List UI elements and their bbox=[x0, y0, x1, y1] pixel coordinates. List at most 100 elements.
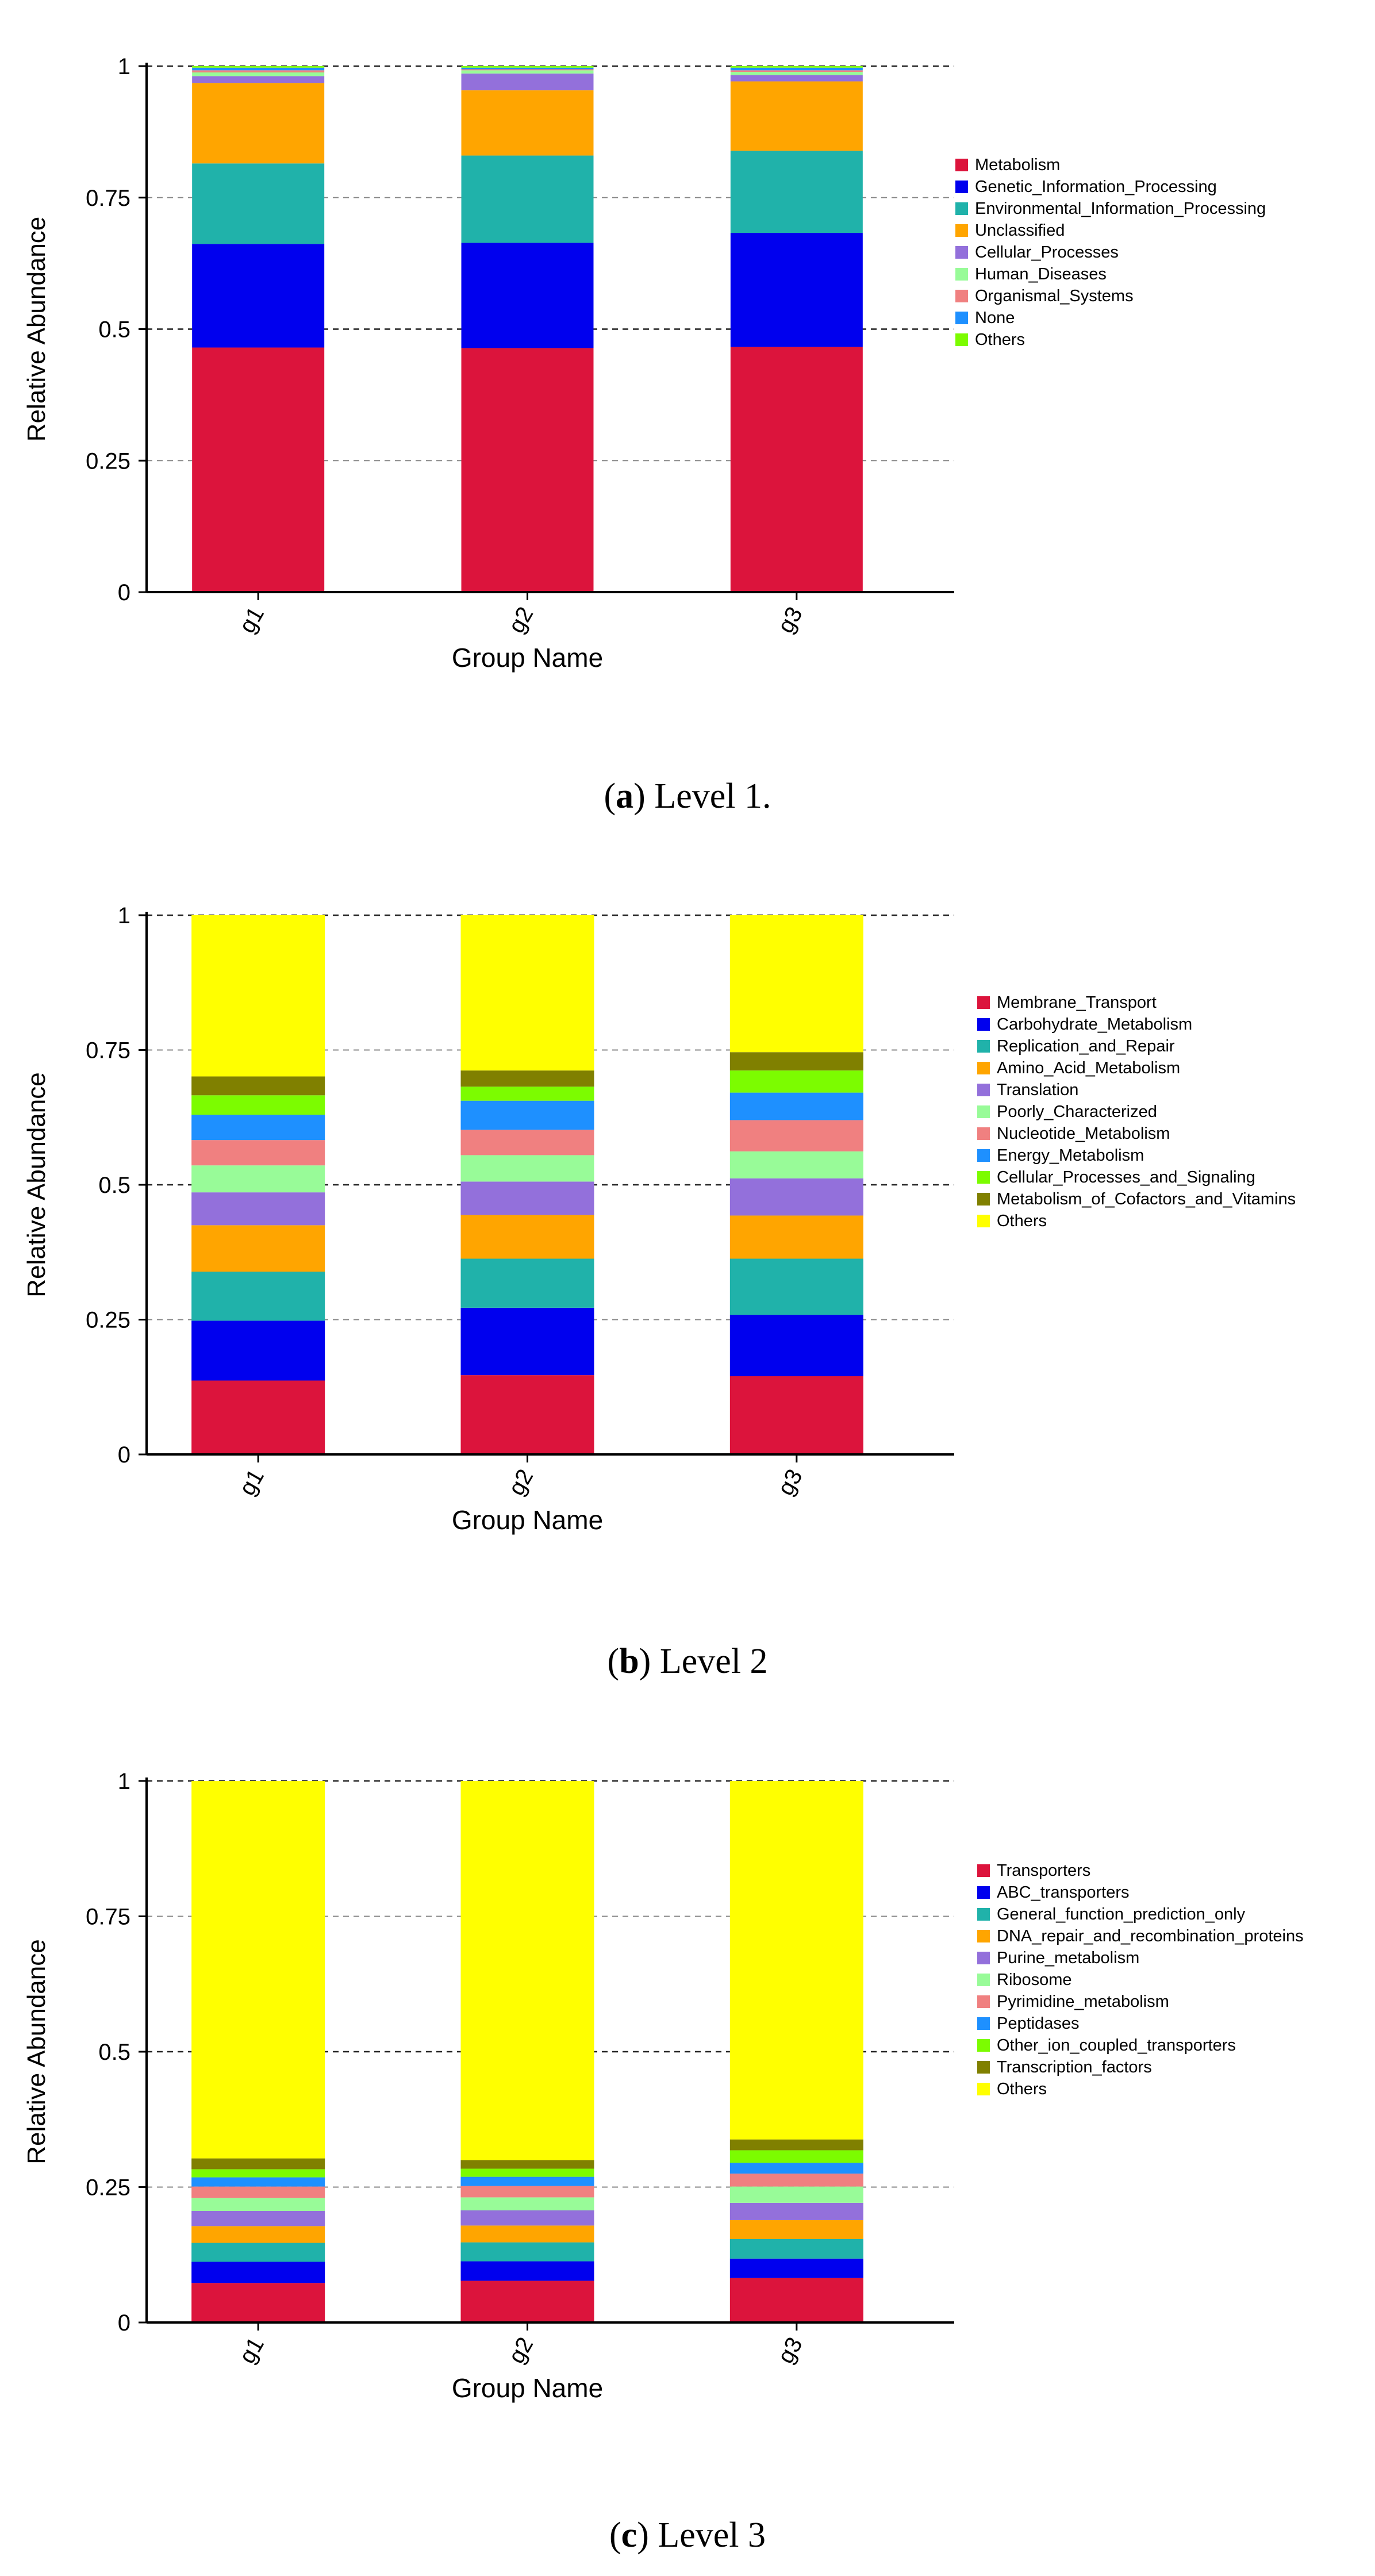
y-tick-label: 0.25 bbox=[86, 1308, 130, 1333]
legend-label: Replication_and_Repair bbox=[997, 1037, 1175, 1055]
bar-segment bbox=[460, 1375, 594, 1454]
caption-level-2: (b) Level 2 bbox=[607, 1642, 768, 1681]
x-tick-label: g1 bbox=[235, 2333, 269, 2368]
bar-segment bbox=[729, 915, 863, 1053]
legend-swatch bbox=[977, 1193, 990, 1206]
y-tick-label: 0.25 bbox=[86, 448, 130, 474]
legend-swatch bbox=[977, 1215, 990, 1227]
bar-segment bbox=[461, 243, 594, 348]
legend-swatch bbox=[955, 224, 968, 237]
y-tick-label: 0.5 bbox=[98, 2040, 130, 2065]
legend-label: Others bbox=[997, 1212, 1047, 1230]
bar-segment bbox=[191, 2243, 325, 2262]
caption-level-3: (c) Level 3 bbox=[609, 2516, 766, 2555]
legend-swatch bbox=[977, 2039, 990, 2052]
bar-segment bbox=[191, 2210, 325, 2226]
legend-label: Amino_Acid_Metabolism bbox=[997, 1059, 1180, 1077]
legend-label: Membrane_Transport bbox=[997, 993, 1157, 1012]
legend-label: Genetic_Information_Processing bbox=[975, 178, 1217, 196]
bar-segment bbox=[730, 72, 863, 75]
legend-swatch bbox=[955, 312, 968, 324]
caption-text: Level 2 bbox=[659, 1642, 768, 1681]
bar-segment bbox=[460, 1781, 594, 2160]
x-axis-title: Group Name bbox=[452, 2373, 603, 2403]
legend-swatch bbox=[977, 2061, 990, 2074]
bar-segment bbox=[191, 1781, 325, 2159]
legend-swatch bbox=[977, 1952, 990, 1964]
stacked-bar-chart-level-3: 0 0.25 0.5 0.75 1 g1 g2 g3 Relative Abundance Gro… bbox=[22, 1769, 1304, 2403]
bar-segment bbox=[461, 67, 594, 70]
bar-segment bbox=[730, 233, 863, 347]
legend-swatch bbox=[955, 290, 968, 302]
x-tick-label: g2 bbox=[504, 2333, 538, 2368]
bar-segment bbox=[460, 1181, 594, 1215]
bar-segment bbox=[191, 915, 325, 1077]
x-tick-label: g1 bbox=[235, 1465, 269, 1500]
legend-label: Unclassified bbox=[975, 221, 1065, 240]
legend-swatch bbox=[955, 268, 968, 281]
bar-segment bbox=[730, 70, 863, 72]
bar-segment bbox=[192, 70, 325, 72]
legend-swatch bbox=[977, 1149, 990, 1162]
legend-swatch bbox=[977, 996, 990, 1009]
x-axis-title: Group Name bbox=[452, 1505, 603, 1535]
bar-segment bbox=[729, 2139, 863, 2151]
bar-segment bbox=[192, 67, 325, 71]
bar-segment bbox=[729, 2239, 863, 2259]
bar-segment bbox=[191, 1115, 325, 1141]
bar-segment bbox=[460, 1307, 594, 1376]
bar-segment bbox=[191, 2283, 325, 2322]
y-tick-label: 0.5 bbox=[98, 1173, 130, 1198]
stacked-bar-chart-level-2: 0 0.25 0.5 0.75 1 g1 g2 g3 Relative Abundance Gro… bbox=[22, 903, 1296, 1535]
bar-segment bbox=[191, 2186, 325, 2198]
bar-segment bbox=[461, 155, 594, 243]
bar-segment bbox=[192, 163, 325, 244]
legend-label: DNA_repair_and_recombination_proteins bbox=[997, 1927, 1304, 1945]
bar-segment bbox=[461, 66, 594, 68]
bar-segment bbox=[461, 69, 594, 71]
legend-swatch bbox=[977, 1930, 990, 1942]
x-axis-title: Group Name bbox=[452, 643, 603, 673]
bar-segment bbox=[729, 1178, 863, 1216]
legend-swatch bbox=[977, 1908, 990, 1921]
legend-swatch bbox=[977, 1995, 990, 2008]
legend-label: Environmental_Information_Processing bbox=[975, 199, 1266, 218]
bar-segment bbox=[729, 1258, 863, 1315]
y-tick-label: 1 bbox=[118, 1769, 130, 1794]
x-tick-label: g2 bbox=[504, 602, 538, 638]
y-axis-title: Relative Abundance bbox=[22, 1939, 51, 2164]
bar-segment bbox=[460, 1130, 594, 1155]
x-tick-label: g1 bbox=[235, 602, 269, 638]
bar-segment bbox=[191, 1380, 325, 1454]
bar-segment bbox=[460, 2225, 594, 2243]
legend-label: Others bbox=[997, 2080, 1047, 2098]
legend-swatch bbox=[977, 1105, 990, 1118]
bar-segment bbox=[460, 2168, 594, 2177]
bar-segment bbox=[730, 81, 863, 151]
y-tick-label: 0.75 bbox=[86, 1905, 130, 1930]
bar-segment bbox=[460, 1258, 594, 1308]
legend-label: Translation bbox=[997, 1081, 1078, 1099]
y-tick-label: 1 bbox=[118, 54, 130, 79]
bar-segment bbox=[192, 76, 325, 83]
legend-label: Others bbox=[975, 331, 1025, 349]
legend-swatch bbox=[977, 1127, 990, 1140]
bar-segment bbox=[460, 2242, 594, 2262]
y-axis-title: Relative Abundance bbox=[22, 1072, 51, 1297]
x-tick-label: g2 bbox=[504, 1465, 538, 1500]
y-tick-label: 0.75 bbox=[86, 1038, 130, 1064]
bar-segment bbox=[729, 2150, 863, 2163]
legend-label: Nucleotide_Metabolism bbox=[997, 1124, 1170, 1143]
legend-swatch bbox=[977, 1864, 990, 1877]
chart-panel-level-2: 0 0.25 0.5 0.75 1 g1 g2 g3 Relative Abundance Gro… bbox=[0, 862, 1375, 1713]
legend-label: Transporters bbox=[997, 1861, 1090, 1880]
bar-segment bbox=[460, 2197, 594, 2211]
bar-segment bbox=[729, 1215, 863, 1259]
bar-segment bbox=[730, 67, 863, 71]
chart-panel-level-1: 0 0.25 0.5 0.75 1 g1 g2 g3 Relative Abundance Gro… bbox=[0, 0, 1375, 851]
bar-segment bbox=[730, 75, 863, 82]
legend-swatch bbox=[977, 1040, 990, 1053]
bar-segment bbox=[191, 2158, 325, 2170]
legend-label: Cellular_Processes bbox=[975, 243, 1119, 262]
bar-segment bbox=[191, 1140, 325, 1166]
